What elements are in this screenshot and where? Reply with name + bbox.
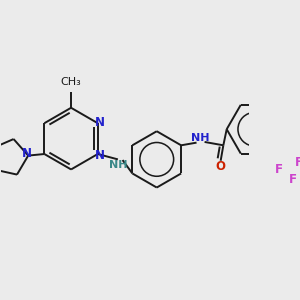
Text: N: N	[95, 116, 105, 129]
Text: N: N	[95, 148, 105, 161]
Text: CH₃: CH₃	[61, 77, 81, 87]
Text: N: N	[22, 147, 32, 160]
Text: O: O	[215, 160, 225, 173]
Text: F: F	[289, 173, 297, 186]
Text: F: F	[294, 156, 300, 169]
Text: NH: NH	[109, 160, 128, 170]
Text: F: F	[275, 163, 283, 176]
Text: NH: NH	[191, 133, 210, 143]
